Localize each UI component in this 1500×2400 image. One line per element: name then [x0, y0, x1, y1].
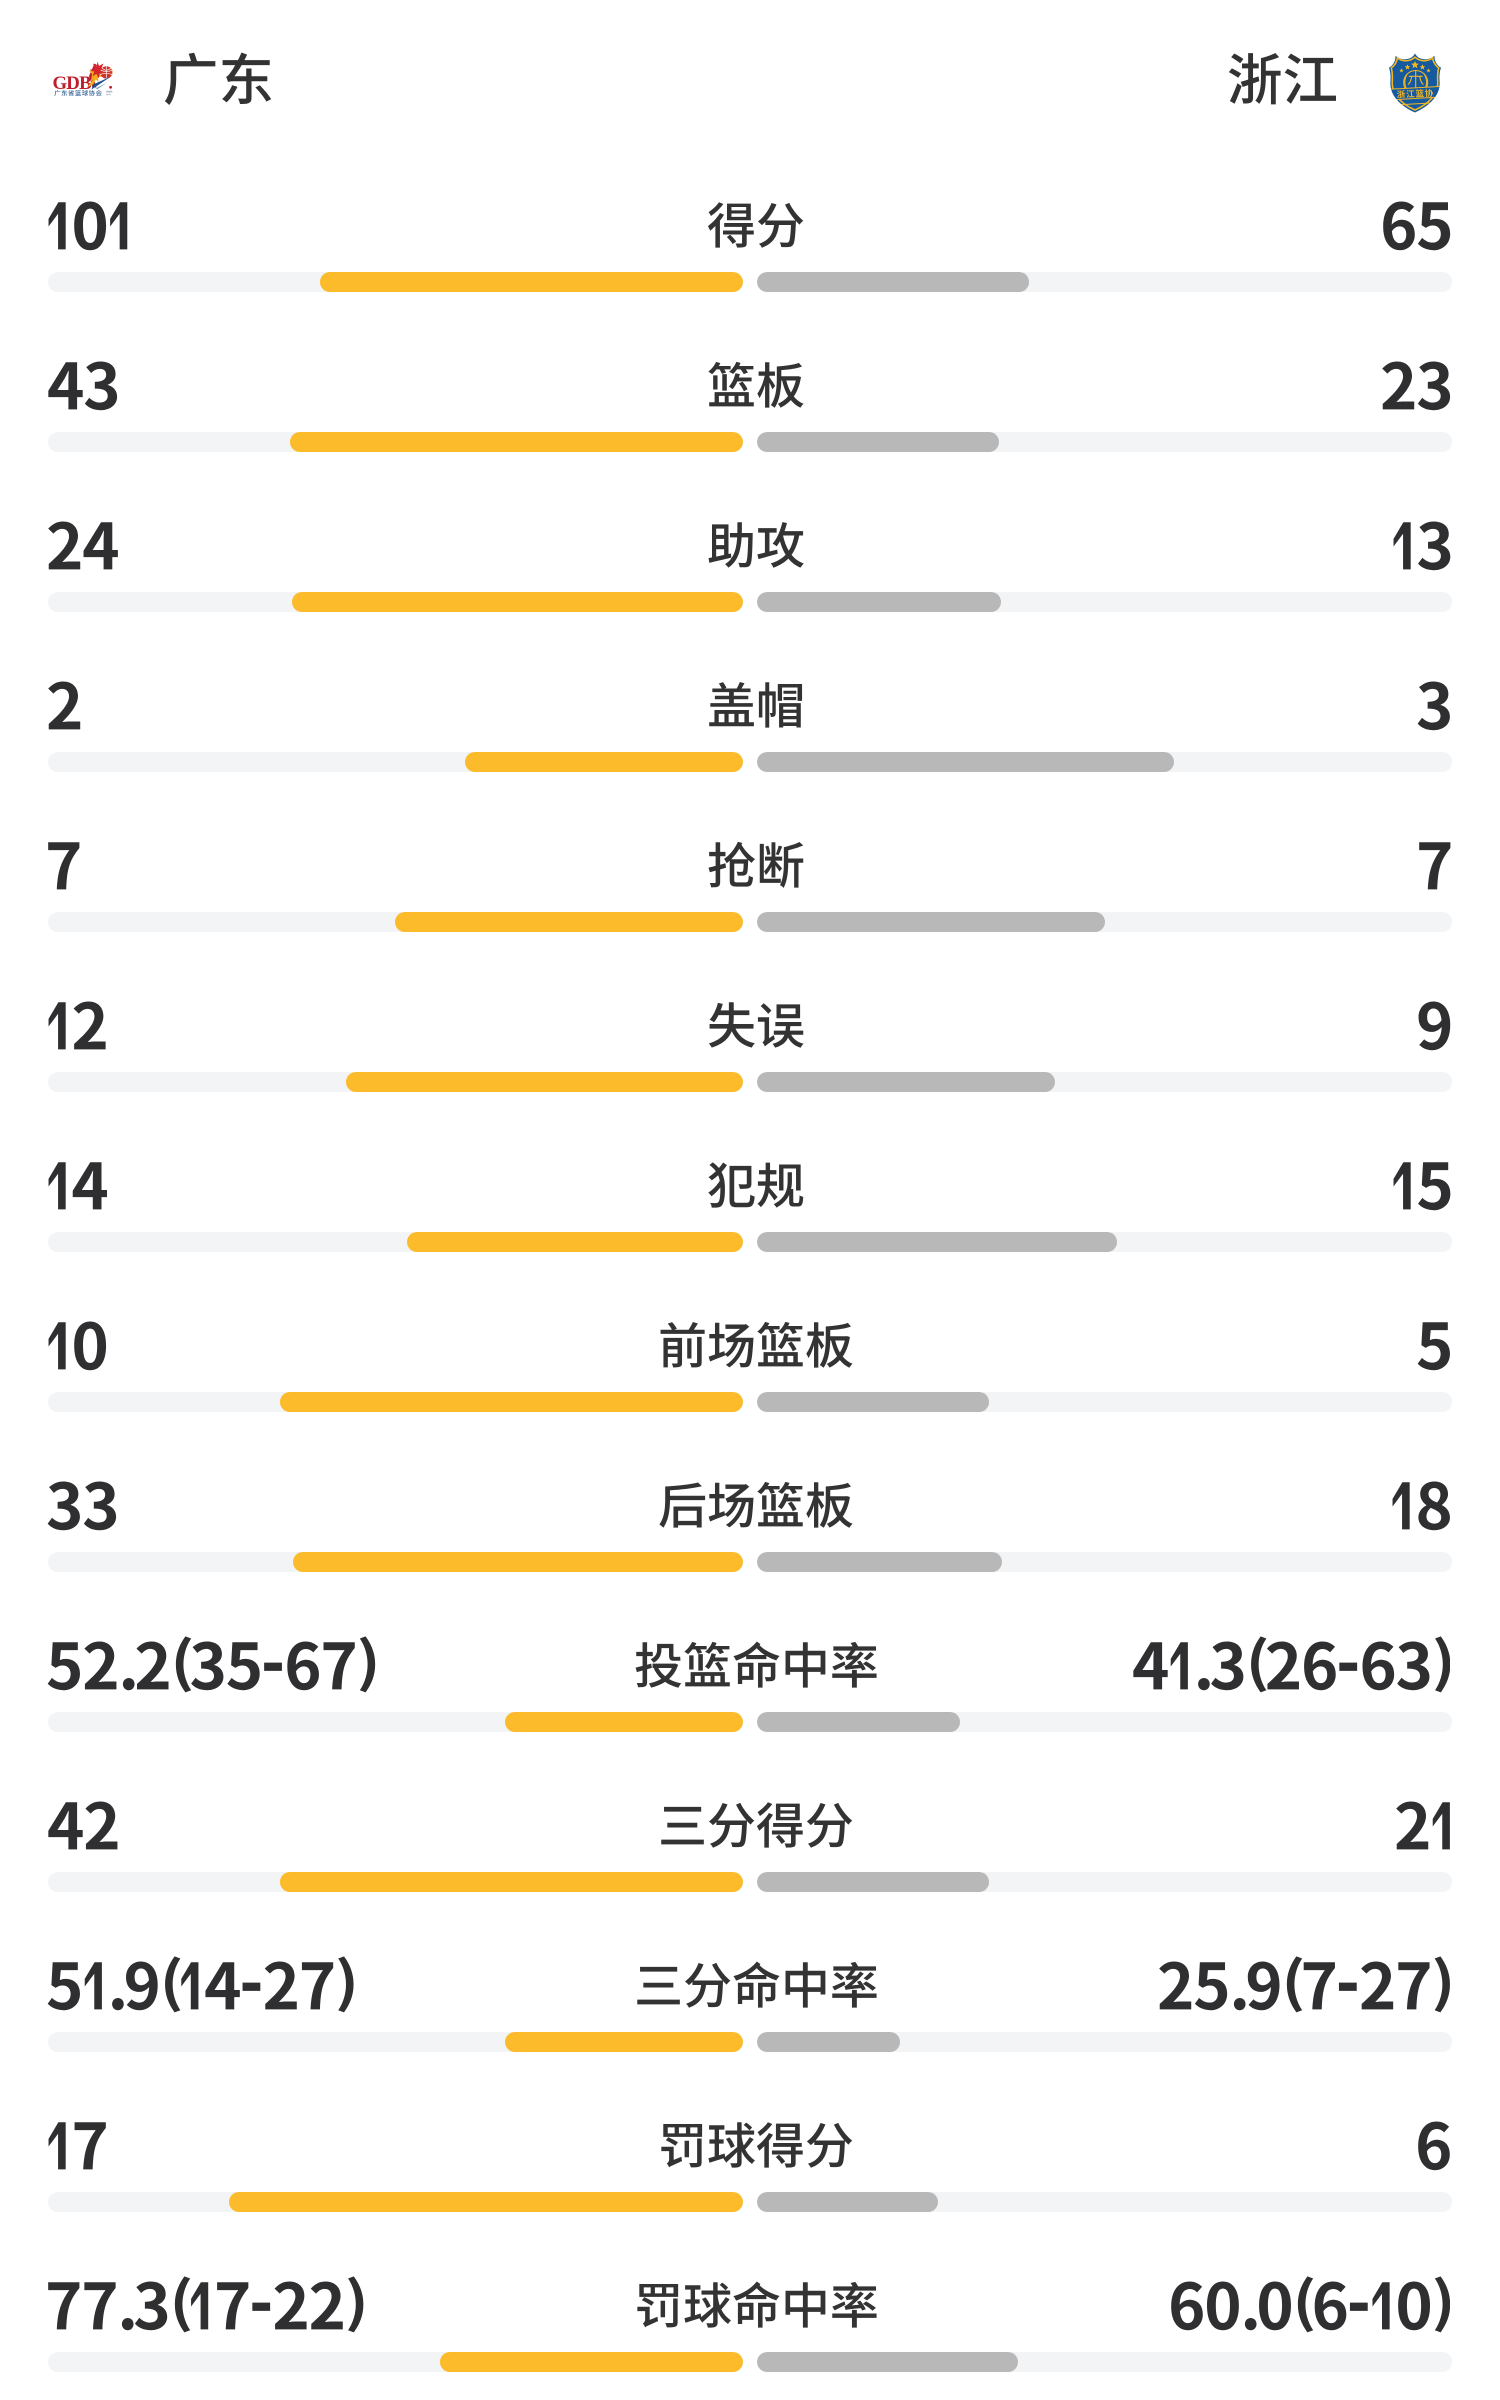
- svg-text:GDB: GDB: [53, 73, 92, 94]
